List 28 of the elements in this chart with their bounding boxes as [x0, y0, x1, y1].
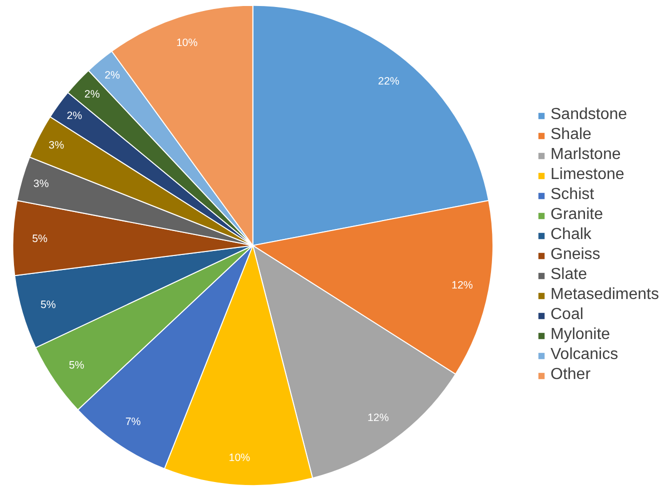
legend-label: Mylonite — [550, 326, 610, 344]
legend-label: Coal — [550, 306, 584, 324]
legend-label: Granite — [550, 206, 603, 224]
data-label: 10% — [228, 452, 251, 464]
legend-label: Volcanics — [550, 346, 618, 364]
legend-label: Slate — [550, 266, 587, 284]
legend-label: Shale — [550, 126, 592, 144]
data-label: 3% — [33, 178, 50, 190]
data-label: 2% — [84, 88, 100, 101]
legend-label: Metasediments — [550, 286, 659, 304]
data-label: 5% — [32, 232, 48, 245]
data-label: 2% — [104, 70, 121, 82]
legend-label: Marlstone — [550, 146, 621, 164]
data-label: 22% — [378, 75, 400, 88]
data-label: 12% — [367, 412, 390, 424]
data-label: 7% — [125, 416, 142, 428]
legend-label: Schist — [550, 186, 594, 204]
legend-label: Gneiss — [550, 246, 600, 264]
legend-label: Other — [550, 366, 591, 384]
legend-label: Sandstone — [550, 106, 628, 124]
legend-label: Limestone — [550, 166, 624, 184]
data-label: 10% — [176, 36, 198, 49]
data-label: 3% — [48, 139, 65, 152]
data-label: 2% — [66, 110, 83, 122]
legend-label: Chalk — [550, 226, 592, 244]
data-label: 12% — [452, 279, 474, 292]
data-label: 5% — [68, 359, 85, 372]
data-label: 5% — [40, 298, 56, 311]
